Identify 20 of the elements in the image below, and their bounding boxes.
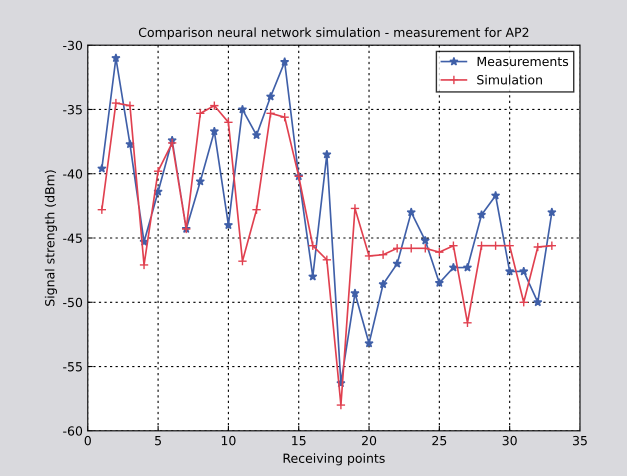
x-tick-label: 10 (222, 436, 236, 446)
x-tick-label: 15 (292, 436, 306, 446)
y-tick-label: -35 (63, 104, 82, 114)
x-tick-label: 20 (362, 436, 376, 446)
y-tick-label: -55 (63, 362, 82, 372)
y-axis-title: Signal strength (dBm) (44, 170, 57, 306)
x-tick-label: 30 (502, 436, 517, 446)
y-tick-label: -60 (63, 426, 82, 436)
y-tick-label: -45 (63, 234, 82, 243)
y-tick-label: -30 (63, 40, 82, 50)
x-tick-label: 35 (572, 436, 587, 446)
y-tick-label: -40 (63, 169, 82, 179)
x-tick-label: 0 (84, 436, 91, 446)
legend-label: Simulation (477, 74, 542, 84)
chart-title: Comparison neural network simulation - measurement for AP2 (138, 27, 528, 40)
x-tick-label: 5 (155, 436, 161, 446)
x-tick-label: 25 (432, 436, 446, 446)
y-tick-label: -50 (63, 298, 82, 308)
legend-label: Measurements (478, 56, 568, 66)
x-axis-title: Receiving points (284, 453, 385, 466)
